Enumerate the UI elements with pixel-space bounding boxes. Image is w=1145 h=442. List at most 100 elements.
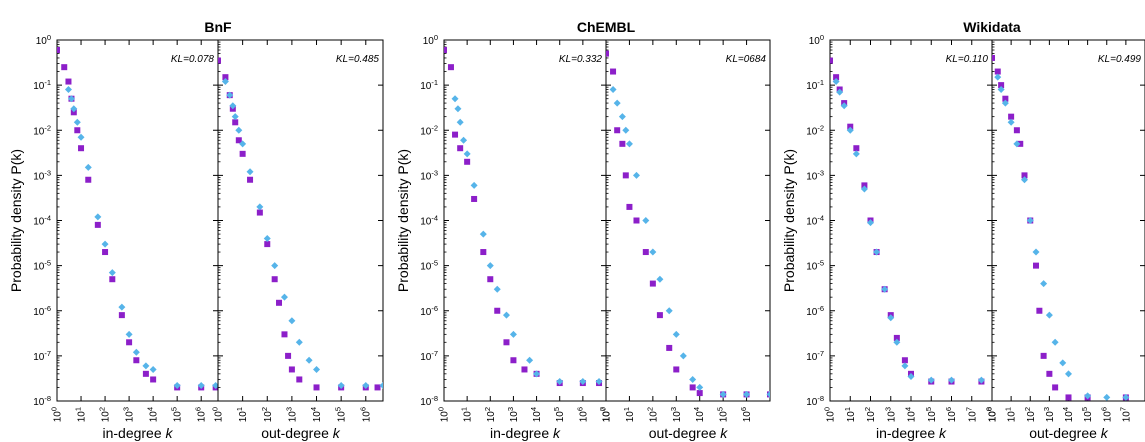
data-point-square [833,74,840,81]
data-point-square [649,280,656,287]
x-tick-label: 100 [50,407,64,422]
y-tick-label: 100 [423,33,438,47]
y-tick-label: 10-7 [420,349,438,363]
data-point-diamond [1007,118,1015,126]
kl-annotation: KL=0.485 [336,54,380,65]
data-point-diamond [1065,370,1072,378]
y-tick-label: 10-6 [420,304,438,318]
y-axis-label: Probability density P(k) [8,149,24,292]
y-tick-label: 10-1 [33,78,51,92]
data-point-diamond [173,382,181,390]
y-tick-label: 10-8 [33,394,51,408]
x-tick-label: 104 [529,407,543,422]
data-point-diamond [1122,393,1130,401]
kl-annotation: KL=0.332 [559,54,603,65]
data-point-diamond [977,376,985,384]
data-point-diamond [1020,176,1028,184]
data-point-diamond [221,78,229,86]
data-point-diamond [613,99,621,107]
y-tick-label: 10-1 [806,78,824,92]
data-point-square [288,366,295,373]
x-tick-label: 104 [309,407,323,422]
data-point-diamond [997,85,1005,93]
data-point-square [1052,384,1059,391]
data-point-square [853,145,860,152]
y-tick-label: 10-2 [420,123,438,137]
data-point-square [901,357,908,364]
data-point-diamond [451,95,459,103]
data-point-square [235,137,242,144]
data-point-square [992,54,995,61]
data-point-square [1065,394,1072,401]
data-point-square [457,145,464,152]
x-tick-label: 108 [985,407,999,422]
data-point-diamond [73,118,81,126]
in-degree-panel: 100 101 102 103 104 105 106 107 108 in-degree k KL… [823,39,999,441]
x-tick-label: 103 [122,407,136,422]
data-point-diamond [642,217,650,224]
data-point-square [78,145,85,152]
x-tick-label: 106 [1099,407,1113,422]
data-point-diamond [832,78,840,86]
data-point-square [994,68,1001,75]
data-point-diamond [94,213,102,221]
data-point-square [57,47,60,54]
data-point-square [614,127,621,134]
data-point-diamond [84,163,92,171]
x-tick-label: 106 [944,407,958,422]
data-point-diamond [846,126,854,134]
data-point-diamond [1040,280,1048,288]
x-tick-label: 100 [599,407,613,422]
x-tick-label: 101 [460,407,474,422]
y-tick-label: 10-4 [806,214,824,228]
x-axis-label: in-degree k [876,425,947,441]
x-tick-label: 101 [843,407,857,422]
plot-frame [991,39,1145,402]
x-tick-label: 101 [235,407,249,422]
data-point-square [296,376,303,383]
data-point-diamond [622,126,630,134]
data-point-square [847,123,854,130]
data-point-square [313,384,320,391]
x-axis-label: out-degree k [649,425,729,441]
data-point-square [218,57,221,64]
y-tick-label: 10-6 [806,304,824,318]
data-point-diamond [460,136,468,144]
data-point-square [619,140,626,147]
data-point-square [1046,370,1053,377]
x-tick-label: 106 [358,407,372,422]
data-point-square [606,50,609,57]
data-point-square [610,68,617,75]
x-tick-label: 102 [98,407,112,422]
data-point-square [656,312,663,319]
x-tick-label: 105 [716,407,730,422]
x-axis-label: in-degree k [490,425,561,441]
data-point-diamond [132,348,140,356]
data-point-square [74,127,81,134]
plot-frame [829,39,993,402]
data-point-square [94,221,101,228]
data-point-square [480,249,487,256]
data-point-diamond [556,378,564,386]
data-point-diamond [118,303,126,311]
in-degree-panel: 100 101 102 103 104 105 106 107 in-degree k KL=0.… [437,39,613,441]
data-point-diamond [1051,338,1059,346]
x-tick-label: 103 [669,407,683,422]
x-tick-label: 104 [146,407,160,422]
data-point-square [118,312,125,319]
y-tick-label: 10-3 [420,168,438,182]
data-point-diamond [881,285,889,293]
data-point-square [133,357,140,364]
data-point-diamond [77,133,85,141]
data-point-diamond [893,338,901,346]
plot-frame [56,39,219,402]
data-point-diamond [235,126,243,134]
chart-title: ChEMBL [577,19,636,35]
data-point-square [239,150,246,157]
data-point-diamond [463,150,471,158]
chart-chembl: ChEMBL Probability density P(k) 100 10-1 10-… [395,19,771,441]
plot-frame [217,39,384,402]
